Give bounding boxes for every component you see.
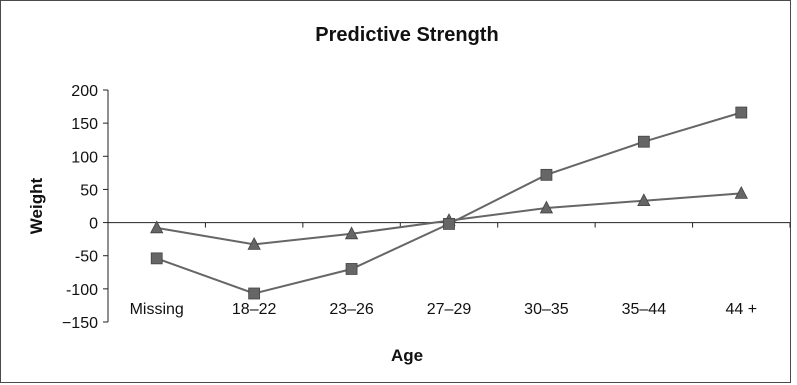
y-tick-label: 50 — [80, 182, 98, 199]
data-point-triangle — [344, 226, 359, 240]
data-point-triangle — [247, 236, 261, 250]
x-tick-label: 18–22 — [232, 301, 277, 318]
x-tick-label: 44 + — [725, 301, 757, 318]
data-point-square — [637, 135, 650, 148]
x-tick-label: 30–35 — [524, 301, 569, 318]
data-point-triangle — [150, 220, 164, 234]
y-tick-label: 100 — [71, 149, 98, 166]
chart-title: Predictive Strength — [315, 24, 498, 46]
y-tick-label: −150 — [62, 315, 98, 332]
data-point-triangle — [734, 185, 748, 199]
y-tick-label: -50 — [75, 249, 98, 266]
data-point-triangle — [637, 193, 651, 207]
x-tick-label: 23–26 — [329, 301, 374, 318]
data-point-square — [735, 106, 748, 119]
y-tick-label: 200 — [71, 83, 98, 100]
x-tick-label: 27–29 — [427, 301, 472, 318]
y-axis-title: Weight — [27, 177, 46, 234]
data-point-square — [443, 217, 455, 230]
data-point-square — [248, 287, 261, 300]
data-point-square — [345, 263, 358, 275]
x-tick-label: Missing — [130, 301, 184, 318]
y-tick-label: 150 — [71, 116, 98, 133]
data-point-triangle — [539, 200, 554, 214]
plot-area: 200 150 100 50 0 -50 -100 −150 Missing 18–22 23–26… — [62, 83, 791, 332]
x-axis-title: Age — [391, 346, 423, 365]
data-point-square — [150, 252, 163, 265]
y-tick-label: -100 — [66, 282, 98, 299]
data-point-square — [540, 168, 553, 181]
y-tick-label: 0 — [89, 216, 98, 233]
x-tick-label: 35–44 — [622, 301, 667, 318]
